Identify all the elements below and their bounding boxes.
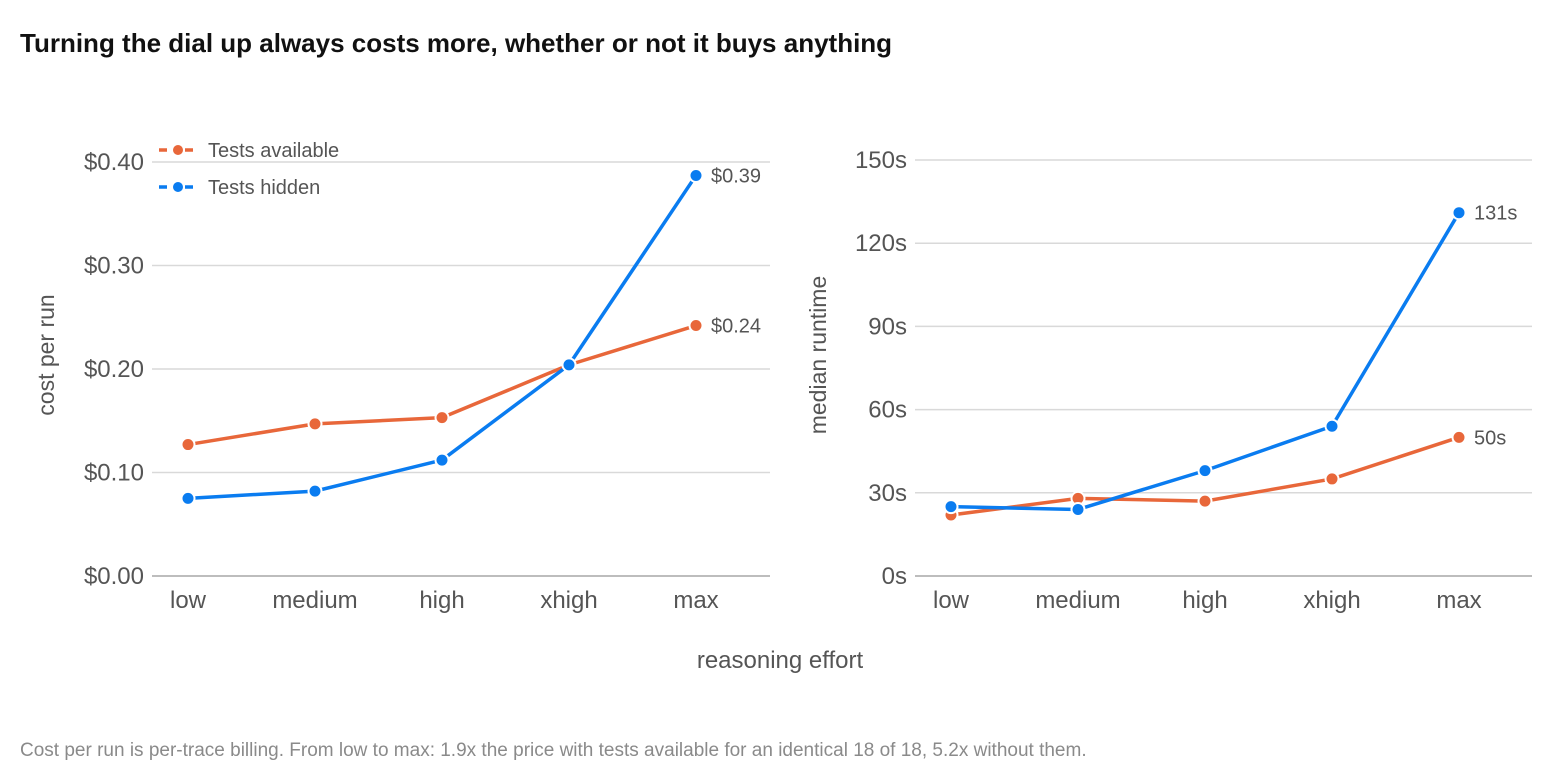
cost-panel: $0.00 $0.10 $0.20 $0.30 $0.40 low medium high xh… xyxy=(33,140,770,614)
x-tick-label: high xyxy=(419,587,464,614)
y-tick-label: $0.20 xyxy=(84,356,144,383)
tests-available-end-label: $0.24 xyxy=(711,316,761,338)
legend-marker-tests-hidden xyxy=(171,180,185,194)
x-tick-label: medium xyxy=(272,587,357,614)
tests-available-point xyxy=(1197,493,1213,509)
tests-hidden-point xyxy=(688,167,704,183)
x-tick-label: high xyxy=(1182,587,1227,614)
x-axis-label: reasoning effort xyxy=(697,647,864,674)
tests-hidden-point xyxy=(1197,463,1213,479)
y-tick-label: $0.00 xyxy=(84,563,144,590)
tests-available-point xyxy=(1324,471,1340,487)
tests-available-point xyxy=(688,318,704,334)
tests-available-point xyxy=(1451,429,1467,445)
x-tick-label: max xyxy=(1436,587,1481,614)
y-tick-label: 120s xyxy=(855,230,907,257)
y-tick-label: $0.40 xyxy=(84,149,144,176)
tests-hidden-point xyxy=(1451,205,1467,221)
legend-label-tests-hidden: Tests hidden xyxy=(208,177,320,199)
y-tick-label: 30s xyxy=(868,480,907,507)
x-tick-label: low xyxy=(933,587,970,614)
tests-available-line xyxy=(186,323,698,447)
tests-hidden-point xyxy=(1324,418,1340,434)
chart-title: Turning the dial up always costs more, w… xyxy=(20,28,893,58)
footnote: Cost per run is per-trace billing. From … xyxy=(20,740,1087,761)
x-tick-label: xhigh xyxy=(1303,587,1360,614)
y-axis-label: cost per run xyxy=(33,294,59,415)
y-tick-label: 0s xyxy=(882,563,907,590)
tests-hidden-point xyxy=(434,452,450,468)
y-tick-label: 60s xyxy=(868,397,907,424)
tests-hidden-point xyxy=(561,357,577,373)
y-tick-label: $0.30 xyxy=(84,253,144,280)
tests-available-point xyxy=(180,437,196,453)
tests-hidden-point xyxy=(307,483,323,499)
x-tick-label: xhigh xyxy=(540,587,597,614)
y-tick-label: 150s xyxy=(855,147,907,174)
x-tick-label: max xyxy=(673,587,718,614)
legend-label-tests-available: Tests available xyxy=(208,140,339,162)
tests-hidden-end-label: 131s xyxy=(1474,203,1517,225)
tests-hidden-end-label: $0.39 xyxy=(711,165,761,187)
y-axis-label: median runtime xyxy=(805,276,831,435)
y-tick-label: 90s xyxy=(868,313,907,340)
x-tick-label: medium xyxy=(1035,587,1120,614)
tests-available-end-label: 50s xyxy=(1474,427,1506,449)
tests-hidden-point xyxy=(180,490,196,506)
tests-available-point xyxy=(307,416,323,432)
tests-hidden-line xyxy=(186,173,698,501)
tests-hidden-point xyxy=(943,499,959,515)
y-tick-label: $0.10 xyxy=(84,460,144,487)
tests-available-point xyxy=(434,410,450,426)
x-tick-label: low xyxy=(170,587,207,614)
runtime-panel: 0s 30s 60s 90s 120s 150s low medium high xhigh max… xyxy=(805,147,1532,614)
legend-marker-tests-available xyxy=(171,143,185,157)
tests-hidden-point xyxy=(1070,501,1086,517)
